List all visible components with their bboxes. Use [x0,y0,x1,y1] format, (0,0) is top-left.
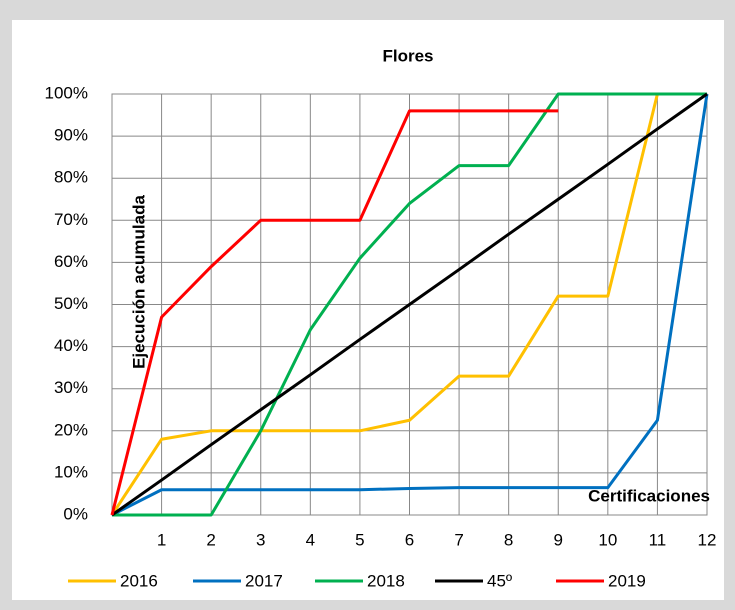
y-tick-label: 30% [54,378,88,397]
legend-item: 2017 [193,571,283,590]
y-tick-label: 50% [54,294,88,313]
legend-item: 2016 [68,571,158,590]
series-line [110,92,707,516]
y-tick-label: 20% [54,420,88,439]
x-tick-label: 3 [256,530,265,549]
y-tick-label: 40% [54,336,88,355]
y-tick-label: 70% [54,210,88,229]
legend-label: 2018 [367,571,405,590]
x-axis-label: Certificaciones [588,486,710,505]
legend-item: 45º [435,571,512,590]
y-tick-label: 0% [63,504,88,523]
legend-label: 45º [487,571,512,590]
x-tick-label: 8 [504,530,513,549]
x-tick-label: 10 [598,530,617,549]
series-line [111,93,709,517]
y-tick-label: 90% [54,126,88,145]
chart-title: Flores [382,46,433,65]
x-tick-label: 7 [454,530,463,549]
series-line [110,109,559,516]
x-tick-label: 4 [306,530,315,549]
series-line [111,92,708,517]
x-tick-label: 1 [157,530,166,549]
y-tick-label: 80% [54,168,88,187]
x-tick-label: 5 [355,530,364,549]
legend-item: 2019 [556,571,646,590]
plot-border [111,93,708,516]
legend-label: 2016 [120,571,158,590]
x-tick-label: 12 [698,530,717,549]
series-line [112,92,707,517]
y-tick-label: 100% [45,83,88,102]
x-tick-label: 9 [554,530,563,549]
legend-item: 2018 [315,571,405,590]
legend-label: 2019 [608,571,646,590]
x-tick-label: 11 [649,530,667,549]
x-tick-label: 6 [405,530,414,549]
y-tick-label: 60% [54,252,88,271]
y-tick-label: 10% [54,462,88,481]
y-axis-label: Ejecución acumulada [129,195,148,369]
legend-label: 2017 [245,571,283,590]
x-tick-label: 2 [206,530,215,549]
